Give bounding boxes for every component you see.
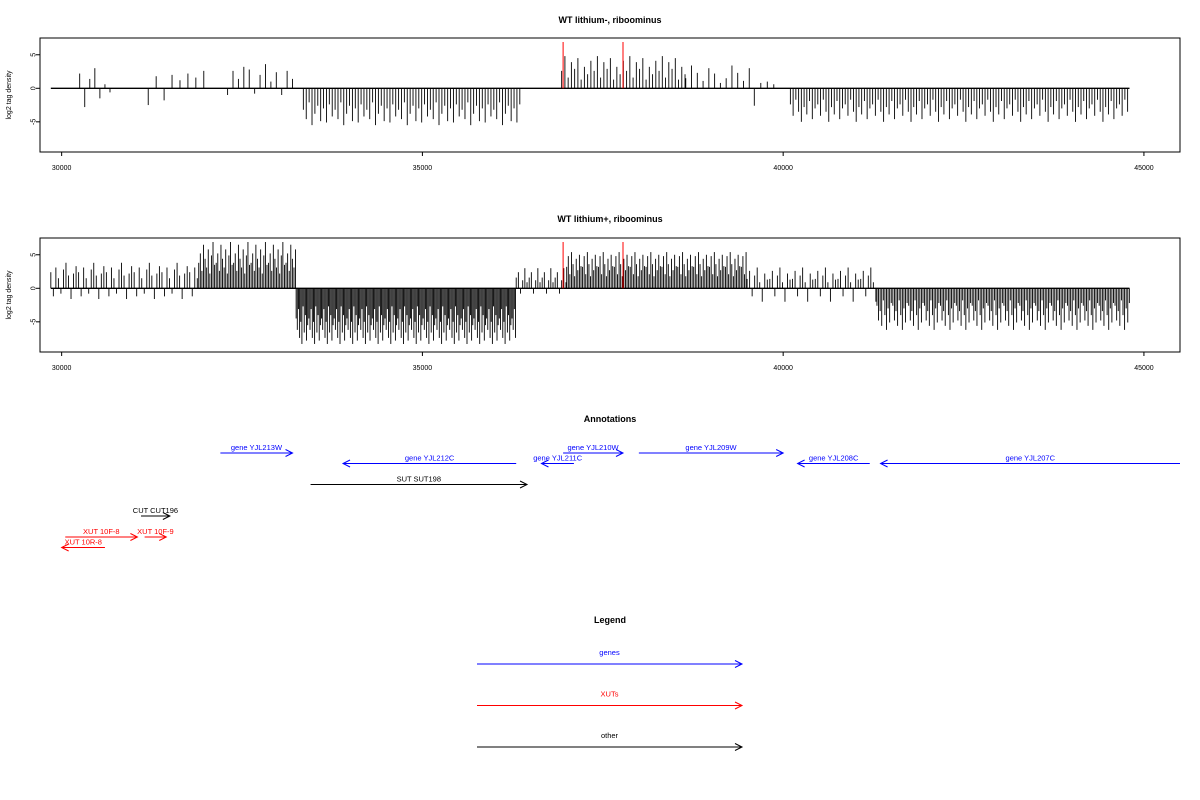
annotation-feature: XUT 10F-8 xyxy=(65,527,139,541)
y-tick-label: 5 xyxy=(31,53,38,57)
annotation-feature: XUT 10R-8 xyxy=(60,538,105,552)
feature-label: SUT SUT198 xyxy=(397,475,441,484)
annotation-feature: CUT CUT196 xyxy=(133,506,178,520)
feature-arrow-head xyxy=(159,533,168,541)
feature-arrow-head xyxy=(60,543,69,552)
feature-label: gene YJL211C xyxy=(533,454,583,463)
annotation-feature: gene YJL208C xyxy=(796,454,870,468)
y-tick-label: -5 xyxy=(31,319,38,325)
track-panel-lithium-minus: WT lithium-, riboominus log2 tag density… xyxy=(6,15,1181,172)
x-tick-label: 45000 xyxy=(1134,165,1154,172)
legend-label: genes xyxy=(599,648,620,657)
feature-label: gene YJL210W xyxy=(567,443,619,452)
x-axis-ticks: 30000 35000 40000 45000 xyxy=(52,152,1154,172)
x-tick-label: 30000 xyxy=(52,365,72,372)
legend-entry: XUTs xyxy=(477,690,744,710)
annotation-feature: gene YJL211C xyxy=(533,454,583,468)
annotation-feature: gene YJL213W xyxy=(220,443,294,457)
annotation-feature: gene YJL212C xyxy=(341,454,517,468)
y-axis-label: log2 tag density xyxy=(6,270,13,320)
annotation-feature: gene YJL210W xyxy=(563,443,625,457)
feature-arrow-head xyxy=(130,533,139,541)
panel-title: WT lithium+, riboominus xyxy=(557,214,662,224)
annotation-feature: gene YJL207C xyxy=(879,454,1180,468)
legend-label: XUTs xyxy=(601,690,619,699)
feature-arrow-head xyxy=(615,449,625,457)
legend: Legend genes XUTs other xyxy=(477,615,744,751)
x-tick-label: 35000 xyxy=(413,165,433,172)
x-tick-label: 40000 xyxy=(773,365,793,372)
x-axis-ticks: 30000 35000 40000 45000 xyxy=(52,352,1154,372)
annotation-feature: XUT 10F-9 xyxy=(137,527,174,541)
x-tick-label: 35000 xyxy=(413,365,433,372)
feature-label: gene YJL208C xyxy=(809,454,859,463)
annotation-features: gene YJL213W gene YJL212C gene YJL211C gene… xyxy=(60,443,1180,552)
feature-label: gene YJL212C xyxy=(405,454,455,463)
y-tick-label: -5 xyxy=(31,119,38,125)
feature-arrow-head xyxy=(796,459,805,468)
x-tick-label: 30000 xyxy=(52,165,72,172)
red-marker-lines xyxy=(562,242,624,289)
track-panel-lithium-plus: WT lithium+, riboominus log2 tag density… xyxy=(6,214,1181,372)
feature-label: gene YJL213W xyxy=(231,443,283,452)
y-axis-ticks: -5 0 5 xyxy=(31,253,40,325)
feature-label: XUT 10R-8 xyxy=(65,538,102,547)
feature-label: gene YJL207C xyxy=(1006,454,1056,463)
feature-arrow-head xyxy=(341,459,351,468)
annotation-feature: gene YJL209W xyxy=(638,443,785,457)
feature-arrow-head xyxy=(775,449,785,457)
legend-arrow-head xyxy=(734,701,744,710)
feature-arrow-head xyxy=(285,449,294,457)
feature-label: XUT 10F-8 xyxy=(83,527,120,536)
y-tick-label: 0 xyxy=(31,286,38,290)
plot-frame xyxy=(39,37,1181,153)
feature-arrow-head xyxy=(540,459,549,468)
feature-arrow-head xyxy=(162,512,171,520)
panel-title: WT lithium-, riboominus xyxy=(559,15,662,25)
bar-series xyxy=(50,56,1130,126)
legend-arrow-head xyxy=(734,743,744,751)
x-tick-label: 40000 xyxy=(773,165,793,172)
feature-arrow-head xyxy=(519,480,529,489)
legend-entry: genes xyxy=(477,648,744,668)
annotations-title: Annotations xyxy=(584,414,637,424)
feature-label: XUT 10F-9 xyxy=(137,527,174,536)
y-tick-label: 5 xyxy=(31,253,38,257)
feature-label: gene YJL209W xyxy=(685,443,737,452)
legend-label: other xyxy=(601,731,619,740)
legend-entry: other xyxy=(477,731,744,751)
plot-frame xyxy=(39,237,1181,353)
bar-series xyxy=(50,242,1130,344)
y-axis-ticks: -5 0 5 xyxy=(31,53,40,125)
y-tick-label: 0 xyxy=(31,86,38,90)
legend-arrow-head xyxy=(734,660,744,668)
legend-entries: genes XUTs other xyxy=(477,648,744,751)
feature-arrow-head xyxy=(879,459,888,468)
annotation-feature: SUT SUT198 xyxy=(310,475,529,489)
x-tick-label: 45000 xyxy=(1134,365,1154,372)
feature-label: CUT CUT196 xyxy=(133,506,178,515)
red-marker-lines xyxy=(562,42,624,89)
y-axis-label: log2 tag density xyxy=(6,70,13,120)
legend-title: Legend xyxy=(594,615,626,625)
